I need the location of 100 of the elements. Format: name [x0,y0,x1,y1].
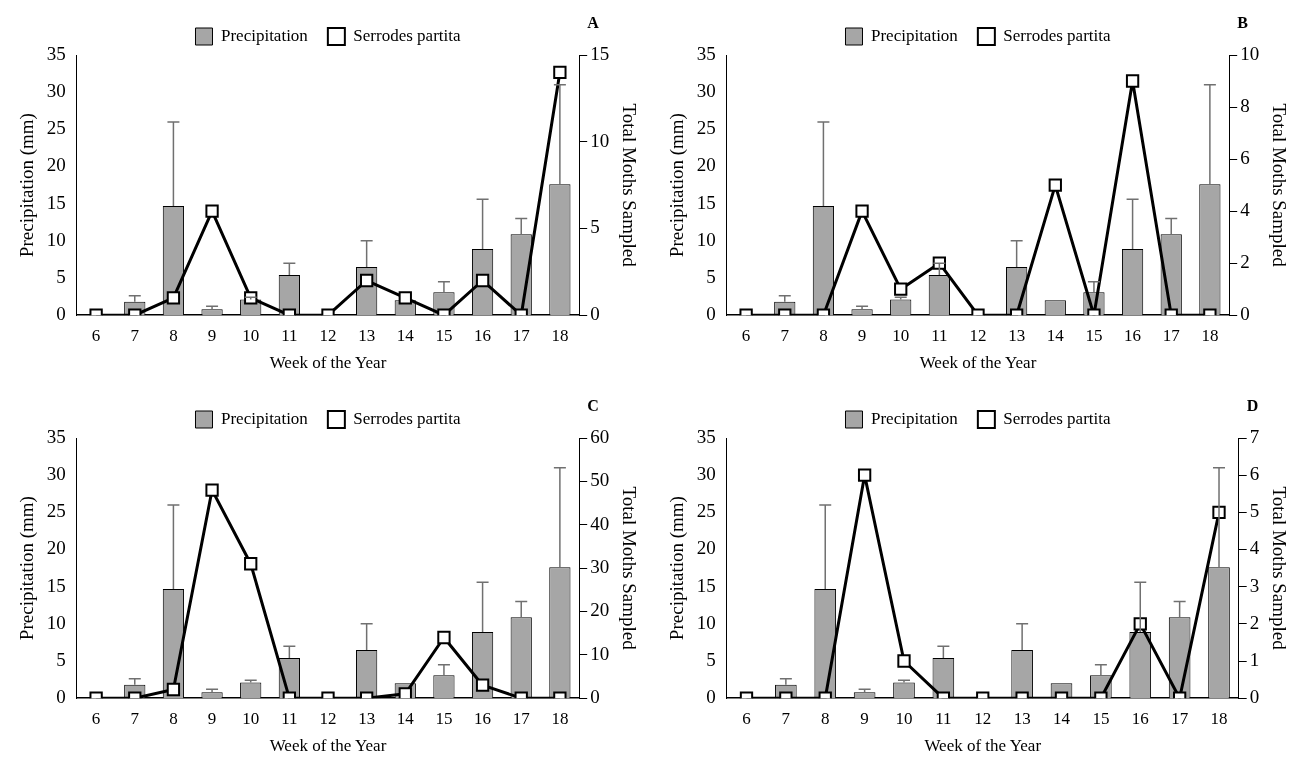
x-tick-label: 7 [781,708,791,728]
y-tick-label: 30 [696,463,716,485]
y2-axis-title: Total Moths Sampled [1268,486,1290,651]
x-tick-label: 15 [435,708,453,728]
x-tick-label: 10 [242,708,260,728]
y-axis-title: Precipitation (mm) [16,496,39,641]
x-tick-label: 13 [358,325,376,345]
x-tick-label: 14 [396,708,415,728]
y2-tick-label: 30 [590,556,610,578]
y2-axis-title: Total Moths Sampled [618,486,640,651]
x-tick-label: 11 [931,325,948,345]
legend-label: Precipitation [220,408,309,428]
y-tick-label: 25 [696,117,716,139]
x-tick-label: 11 [281,708,298,728]
y2-tick-label: 6 [1249,463,1260,485]
y-tick-label: 0 [706,686,716,708]
x-tick-label: 6 [91,708,101,728]
x-tick-label: 13 [1008,325,1026,345]
x-tick-label: 13 [358,708,376,728]
x-tick-label: 11 [935,708,952,728]
y-tick-label: 5 [706,649,716,671]
y-tick-label: 10 [46,611,66,633]
y-tick-label: 5 [706,266,716,288]
y2-tick-label: 10 [1240,42,1260,64]
y-tick-label: 10 [696,611,716,633]
x-tick-label: 15 [1085,325,1103,345]
y2-axis-title: Total Moths Sampled [1268,103,1290,268]
x-tick-label: 17 [1162,325,1181,345]
x-tick-label: 12 [319,708,337,728]
x-tick-label: 8 [820,708,830,728]
x-tick-label: 8 [169,708,178,728]
y-tick-label: 15 [696,191,716,213]
chart-title: C [587,397,599,415]
y2-tick-label: 2 [1249,611,1260,633]
y-tick-label: 15 [696,574,716,596]
point [205,204,219,218]
x-tick-label: 16 [474,708,492,728]
y2-tick-label: 6 [1240,147,1250,169]
x-tick-label: 18 [551,325,569,345]
x-tick-label: 11 [281,325,298,345]
y-tick-label: 25 [46,117,66,139]
x-tick-label: 18 [551,708,569,728]
point [553,65,567,79]
y2-tick-label: 0 [1240,303,1250,325]
x-tick-label: 10 [242,325,260,345]
y-tick-label: 25 [696,500,716,522]
y-tick-label: 5 [56,266,66,288]
legend-label: Precipitation [220,25,309,45]
x-tick-label: 18 [1210,708,1228,728]
y2-tick-label: 50 [590,469,610,491]
y-tick-label: 20 [46,537,66,559]
x-axis-title: Week of the Year [919,353,1037,373]
y2-tick-label: 2 [1240,251,1250,273]
y-tick-label: 35 [696,425,716,447]
x-tick-label: 13 [1013,708,1031,728]
x-axis-title: Week of the Year [924,736,1042,756]
chart-title: B [1237,14,1249,32]
y-tick-label: 10 [46,228,66,250]
y2-tick-label: 40 [590,512,610,534]
x-tick-label: 6 [742,708,751,728]
y2-tick-label: 4 [1240,199,1251,221]
y-tick-label: 30 [46,80,66,102]
y2-tick-label: 8 [1240,95,1250,117]
x-tick-label: 7 [780,325,790,345]
y2-tick-label: 3 [1249,574,1260,596]
y-tick-label: 20 [46,154,66,176]
y2-tick-label: 20 [590,599,610,621]
y-axis-title: Precipitation (mm) [16,113,39,258]
y2-tick-label: 1 [1249,649,1260,671]
y2-tick-label: 5 [590,216,600,238]
y-tick-label: 20 [696,537,716,559]
y-tick-label: 30 [696,80,716,102]
x-tick-label: 17 [512,708,531,728]
y-axis-title: Precipitation (mm) [666,113,689,258]
x-tick-label: 9 [207,708,217,728]
point [1048,178,1062,192]
y-tick-label: 35 [696,42,716,64]
y-tick-label: 15 [46,574,66,596]
y-tick-label: 10 [696,228,716,250]
x-tick-label: 18 [1201,325,1219,345]
point [205,483,219,497]
y2-tick-label: 0 [1249,686,1260,708]
y2-tick-label: 0 [590,686,600,708]
point [244,557,258,571]
x-tick-label: 14 [1053,708,1071,728]
y-axis-title: Precipitation (mm) [666,496,689,641]
x-tick-label: 15 [1092,708,1110,728]
y2-tick-label: 10 [590,129,610,151]
legend-label: Serrodes partita [353,25,461,45]
y2-tick-label: 7 [1249,425,1260,447]
chart-title: A [587,14,600,32]
y-tick-label: 15 [46,191,66,213]
legend-label: Serrodes partita [1003,408,1111,428]
point [857,468,872,482]
x-axis-title: Week of the Year [269,353,387,373]
y-tick-label: 0 [706,303,716,325]
chart-title: D [1246,397,1259,415]
y-tick-label: 0 [56,303,66,325]
x-tick-label: 16 [1131,708,1149,728]
x-tick-label: 10 [895,708,913,728]
